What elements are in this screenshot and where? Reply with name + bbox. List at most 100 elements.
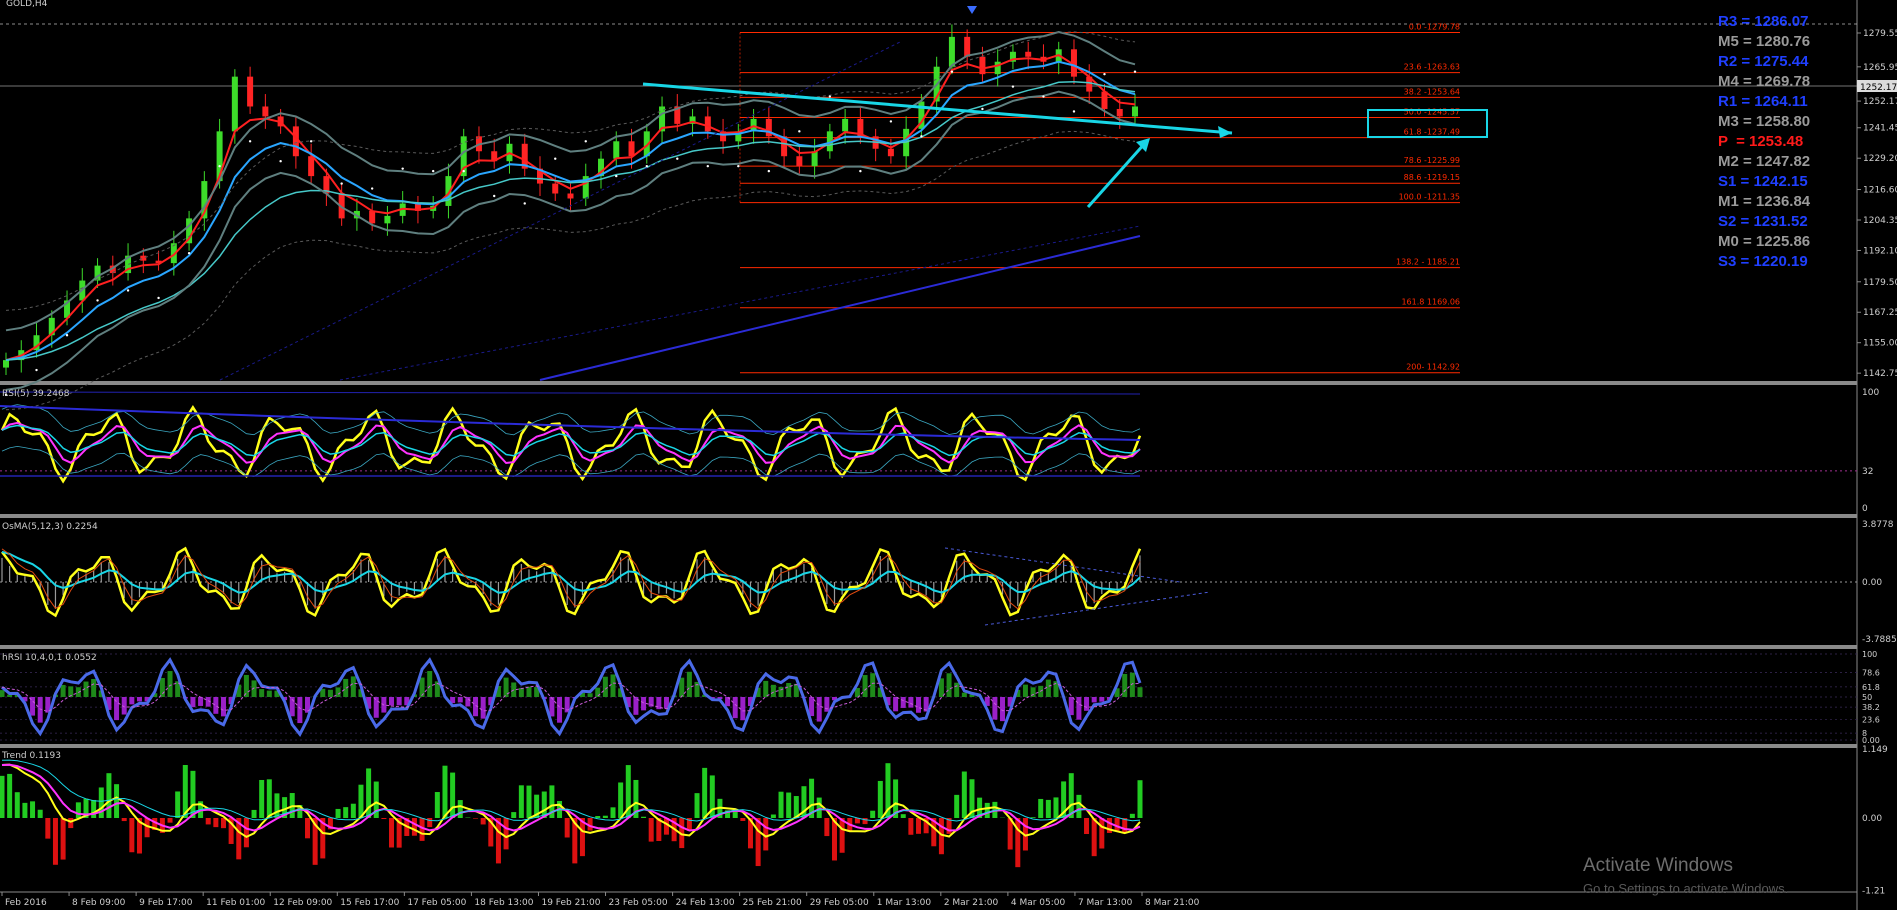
- trend-axis-label: 1.149: [1862, 745, 1888, 755]
- up-arrow-line[interactable]: [1086, 141, 1148, 208]
- candle-body: [811, 151, 818, 167]
- hrsi-histogram-bar: [266, 690, 272, 697]
- trend-histogram-bar: [121, 818, 127, 822]
- candle-body: [796, 156, 803, 167]
- sar-dot: [370, 187, 374, 190]
- sar-dot: [1042, 95, 1045, 98]
- hrsi-histogram-bar: [159, 677, 165, 697]
- trend-histogram-bar: [518, 785, 524, 818]
- hrsi-histogram-bar: [434, 681, 440, 697]
- hrsi-histogram-bar: [83, 681, 89, 697]
- sar-dot: [798, 130, 801, 133]
- trend-histogram-bar: [366, 768, 372, 818]
- hrsi-histogram-bar: [236, 684, 242, 697]
- trend-histogram-bar: [740, 818, 746, 821]
- trend-histogram-bar: [786, 792, 792, 818]
- candle-body: [1101, 91, 1108, 109]
- time-axis-label: Feb 2016: [5, 898, 47, 908]
- sar-dot: [4, 393, 8, 397]
- trend-histogram-bar: [679, 818, 685, 849]
- hrsi-histogram-bar: [274, 690, 280, 697]
- trend-histogram-bar: [923, 818, 929, 834]
- rsi-title: RSI(5) 39.2468: [2, 389, 70, 399]
- current-price-box: [1857, 80, 1897, 92]
- target-box[interactable]: [1367, 109, 1488, 138]
- trend-histogram-bar: [427, 818, 433, 828]
- regression-upper-line: [339, 225, 1141, 381]
- hrsi-histogram-bar: [495, 685, 501, 697]
- candle-body: [521, 143, 528, 169]
- hrsi-histogram-bar: [152, 693, 158, 697]
- trend-histogram-bar: [877, 780, 883, 818]
- trend-histogram-bar: [213, 818, 219, 828]
- candle-body: [613, 141, 620, 159]
- hrsi-histogram-bar: [954, 682, 960, 697]
- candle-body: [64, 300, 71, 318]
- hrsi-histogram-bar: [480, 697, 486, 719]
- hrsi-histogram-bar: [656, 697, 662, 710]
- hrsi-title: hRSI 10,4,0,1 0.0552: [2, 653, 97, 663]
- hrsi-histogram-bar: [457, 697, 463, 703]
- candle-body: [1070, 49, 1077, 77]
- trend-histogram-bar: [495, 818, 501, 864]
- time-axis-label: 1 Mar 13:00: [877, 898, 932, 908]
- rsi-top-line: [0, 391, 1141, 395]
- hrsi-histogram-bar: [465, 697, 471, 707]
- hrsi-histogram-bar: [1122, 673, 1128, 697]
- pivot-level-label: M4 = 1269.78: [1718, 73, 1811, 90]
- trend-histogram-bar: [686, 818, 692, 831]
- candle-body: [292, 126, 299, 157]
- trend-histogram-bar: [266, 779, 272, 818]
- hrsi-histogram-bar: [663, 697, 669, 709]
- candle-body: [704, 116, 711, 132]
- hrsi-histogram-bar: [37, 697, 43, 723]
- trend-histogram-bar: [282, 797, 288, 818]
- hrsi-histogram-bar: [1000, 697, 1006, 722]
- hrsi-histogram-bar: [824, 697, 830, 712]
- candle-body: [948, 36, 955, 67]
- osma-signal-line: [1, 550, 1141, 594]
- candle-body: [216, 131, 223, 182]
- sar-dot: [828, 95, 832, 98]
- trend-histogram-bar: [243, 818, 249, 848]
- hrsi-histogram-bar: [205, 697, 211, 707]
- trend-histogram-bar: [167, 818, 173, 823]
- trend-histogram-bar: [977, 797, 983, 818]
- trend-histogram-bar: [83, 798, 89, 818]
- hrsi-histogram-bar: [297, 697, 303, 724]
- fib-level-label: 0.0 -1279.78: [1409, 22, 1460, 31]
- trend-histogram-bar: [694, 793, 700, 818]
- trend-histogram-bar: [274, 793, 280, 818]
- trend-histogram-bar: [625, 765, 631, 818]
- hrsi-histogram-bar: [450, 697, 456, 704]
- hrsi-histogram-bar: [885, 697, 891, 706]
- hrsi-histogram-bar: [129, 697, 135, 705]
- fib-level-label: 88.6 -1219.15: [1404, 173, 1460, 182]
- sar-dot: [950, 70, 954, 73]
- candle-body: [33, 335, 40, 351]
- trend-histogram-bar: [91, 799, 97, 818]
- hrsi-histogram-bar: [740, 697, 746, 721]
- price-axis-label: 1216.60: [1863, 186, 1897, 196]
- pivot-level-label: P = 1253.48: [1718, 133, 1804, 150]
- hrsi-histogram-bar: [45, 697, 51, 713]
- time-axis-label: 29 Feb 05:00: [810, 898, 869, 908]
- hrsi-histogram-bar: [816, 697, 822, 722]
- trend-histogram-bar: [778, 791, 784, 818]
- trendline-resistance[interactable]: [642, 82, 1233, 135]
- trend-histogram-bar: [129, 818, 135, 853]
- sar-dot: [1011, 85, 1015, 88]
- trend-histogram-bar: [908, 818, 914, 835]
- candle-body: [628, 141, 635, 157]
- time-axis-label: 25 Feb 21:00: [743, 898, 802, 908]
- trend-histogram-bar: [816, 797, 822, 818]
- sar-dot: [554, 157, 557, 160]
- sar-dot: [1133, 70, 1137, 73]
- trend-smooth-line: [1, 759, 1141, 822]
- trend-histogram-bar: [755, 818, 761, 867]
- regression-line: [539, 235, 1141, 381]
- hrsi-histogram-bar: [320, 688, 326, 697]
- fib-level-label: 161.8 1169.06: [1401, 298, 1460, 307]
- sar-dot: [706, 164, 710, 168]
